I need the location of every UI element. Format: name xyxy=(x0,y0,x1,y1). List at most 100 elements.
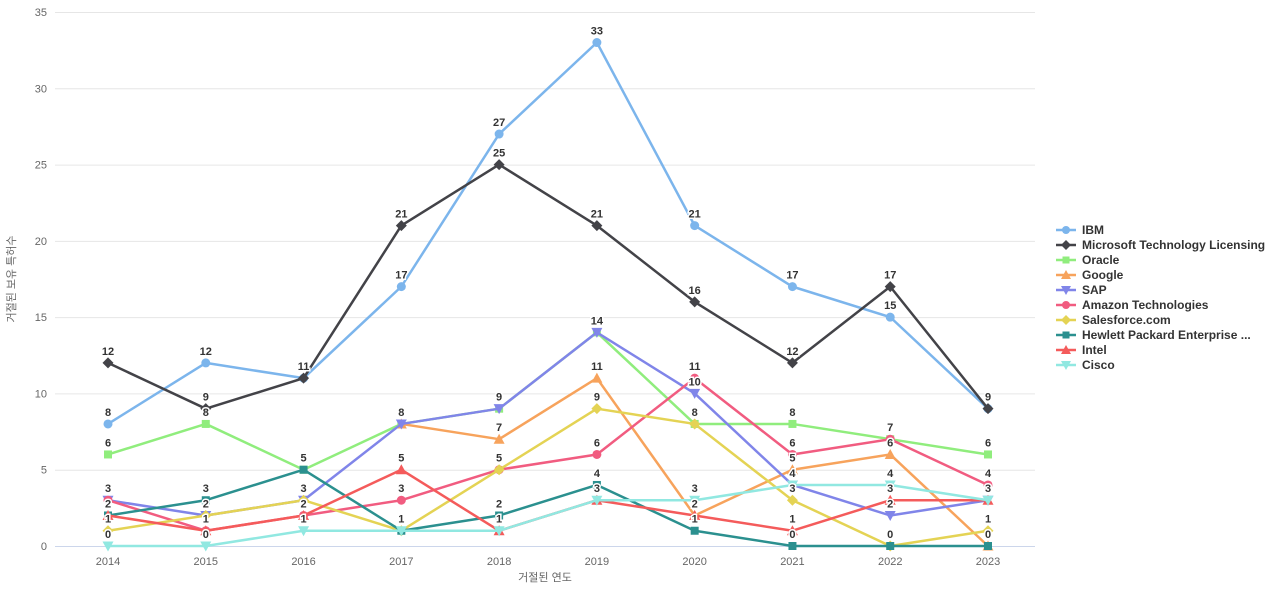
legend-marker-square-icon xyxy=(1056,256,1076,263)
y-tick-label: 5 xyxy=(41,465,47,477)
data-label: 16 xyxy=(689,285,701,297)
data-label: 3 xyxy=(594,483,600,495)
legend-marker-square-icon xyxy=(1056,331,1076,338)
data-label: 5 xyxy=(789,453,795,465)
data-label: 0 xyxy=(105,529,111,541)
series-oracle xyxy=(104,328,992,474)
data-label: 2 xyxy=(300,498,306,510)
x-tick-label: 2014 xyxy=(96,556,120,568)
x-tick-label: 2023 xyxy=(976,556,1000,568)
data-label: 6 xyxy=(887,437,893,449)
data-label: 2 xyxy=(496,498,502,510)
legend-item-microsoft-technology-licensing[interactable]: Microsoft Technology Licensing xyxy=(1055,237,1265,252)
data-label: 9 xyxy=(594,392,600,404)
data-label: 5 xyxy=(300,453,306,465)
data-label: 15 xyxy=(884,300,896,312)
legend-marker-circle-icon xyxy=(1056,300,1076,309)
legend-item-hewlett-packard-enterprise[interactable]: Hewlett Packard Enterprise ... xyxy=(1055,327,1265,342)
data-label: 12 xyxy=(200,346,212,358)
data-label: 1 xyxy=(692,514,698,526)
legend-item-intel[interactable]: Intel xyxy=(1055,342,1265,357)
legend-item-ibm[interactable]: IBM xyxy=(1055,222,1265,237)
y-tick-label: 10 xyxy=(35,388,47,400)
data-label: 12 xyxy=(786,346,798,358)
y-tick-label: 30 xyxy=(35,83,47,95)
legend-marker-triangle-down-icon xyxy=(1056,360,1076,370)
data-label: 8 xyxy=(789,407,795,419)
data-label: 8 xyxy=(203,407,209,419)
series-microsoft-technology-licensing xyxy=(102,159,994,415)
data-label: 3 xyxy=(300,483,306,495)
data-label: 14 xyxy=(591,315,604,327)
data-label: 3 xyxy=(887,483,893,495)
series-cisco xyxy=(102,480,994,552)
x-tick-label: 2020 xyxy=(682,556,706,568)
legend-item-cisco[interactable]: Cisco xyxy=(1055,357,1265,372)
legend-label: Cisco xyxy=(1082,357,1115,372)
y-axis-title: 거절된 보유 특허수 xyxy=(5,235,18,322)
legend-item-amazon-technologies[interactable]: Amazon Technologies xyxy=(1055,297,1265,312)
legend-marker-diamond-icon xyxy=(1056,314,1076,325)
data-label: 25 xyxy=(493,148,505,160)
data-label: 3 xyxy=(789,483,795,495)
data-label: 1 xyxy=(203,514,209,526)
data-label: 0 xyxy=(203,529,209,541)
series-salesforce-com xyxy=(102,403,994,552)
legend-label: Salesforce.com xyxy=(1082,312,1171,327)
legend-item-oracle[interactable]: Oracle xyxy=(1055,252,1265,267)
y-tick-label: 35 xyxy=(35,7,47,19)
data-label: 1 xyxy=(398,514,404,526)
y-tick-label: 20 xyxy=(35,236,47,248)
data-label: 27 xyxy=(493,117,505,129)
data-label: 2 xyxy=(887,498,893,510)
data-label: 0 xyxy=(887,529,893,541)
data-label: 11 xyxy=(689,361,701,373)
data-label: 9 xyxy=(203,392,209,404)
data-label: 4 xyxy=(887,468,894,480)
legend-item-google[interactable]: Google xyxy=(1055,267,1265,282)
series-hewlett-packard-enterprise xyxy=(104,465,992,550)
legend-label: Intel xyxy=(1082,342,1107,357)
x-axis-title: 거절된 연도 xyxy=(518,571,572,584)
legend-marker-diamond-icon xyxy=(1056,239,1076,250)
data-label: 4 xyxy=(594,468,601,480)
data-label: 1 xyxy=(300,514,306,526)
data-label: 1 xyxy=(105,514,111,526)
x-tick-label: 2017 xyxy=(389,556,413,568)
legend: IBM Microsoft Technology Licensing Oracle G… xyxy=(1055,222,1265,372)
legend-label: Hewlett Packard Enterprise ... xyxy=(1082,327,1251,342)
data-label: 9 xyxy=(985,392,991,404)
data-label: 17 xyxy=(395,270,407,282)
y-tick-label: 15 xyxy=(35,312,47,324)
legend-item-salesforce-com[interactable]: Salesforce.com xyxy=(1055,312,1265,327)
x-tick-label: 2016 xyxy=(291,556,315,568)
data-label: 17 xyxy=(884,270,896,282)
data-label: 8 xyxy=(105,407,111,419)
y-tick-label: 25 xyxy=(35,160,47,172)
data-label: 0 xyxy=(985,529,991,541)
data-label: 7 xyxy=(887,422,893,434)
data-label: 21 xyxy=(591,209,603,221)
data-label: 10 xyxy=(689,376,701,388)
data-label: 3 xyxy=(398,483,404,495)
legend-marker-circle-icon xyxy=(1056,225,1076,234)
data-label: 3 xyxy=(105,483,111,495)
data-label: 2 xyxy=(105,498,111,510)
data-label: 5 xyxy=(496,453,502,465)
data-label: 6 xyxy=(789,437,795,449)
data-label: 3 xyxy=(692,483,698,495)
data-label: 1 xyxy=(985,514,991,526)
legend-marker-triangle-icon xyxy=(1056,269,1076,279)
data-label: 4 xyxy=(789,468,796,480)
data-label: 21 xyxy=(395,209,407,221)
legend-label: Amazon Technologies xyxy=(1082,297,1209,312)
data-label: 12 xyxy=(102,346,114,358)
data-label: 17 xyxy=(786,270,798,282)
data-label: 0 xyxy=(789,529,795,541)
x-tick-label: 2015 xyxy=(194,556,218,568)
legend-item-sap[interactable]: SAP xyxy=(1055,282,1265,297)
data-label: 9 xyxy=(496,392,502,404)
x-tick-label: 2021 xyxy=(780,556,804,568)
data-label: 3 xyxy=(985,483,991,495)
